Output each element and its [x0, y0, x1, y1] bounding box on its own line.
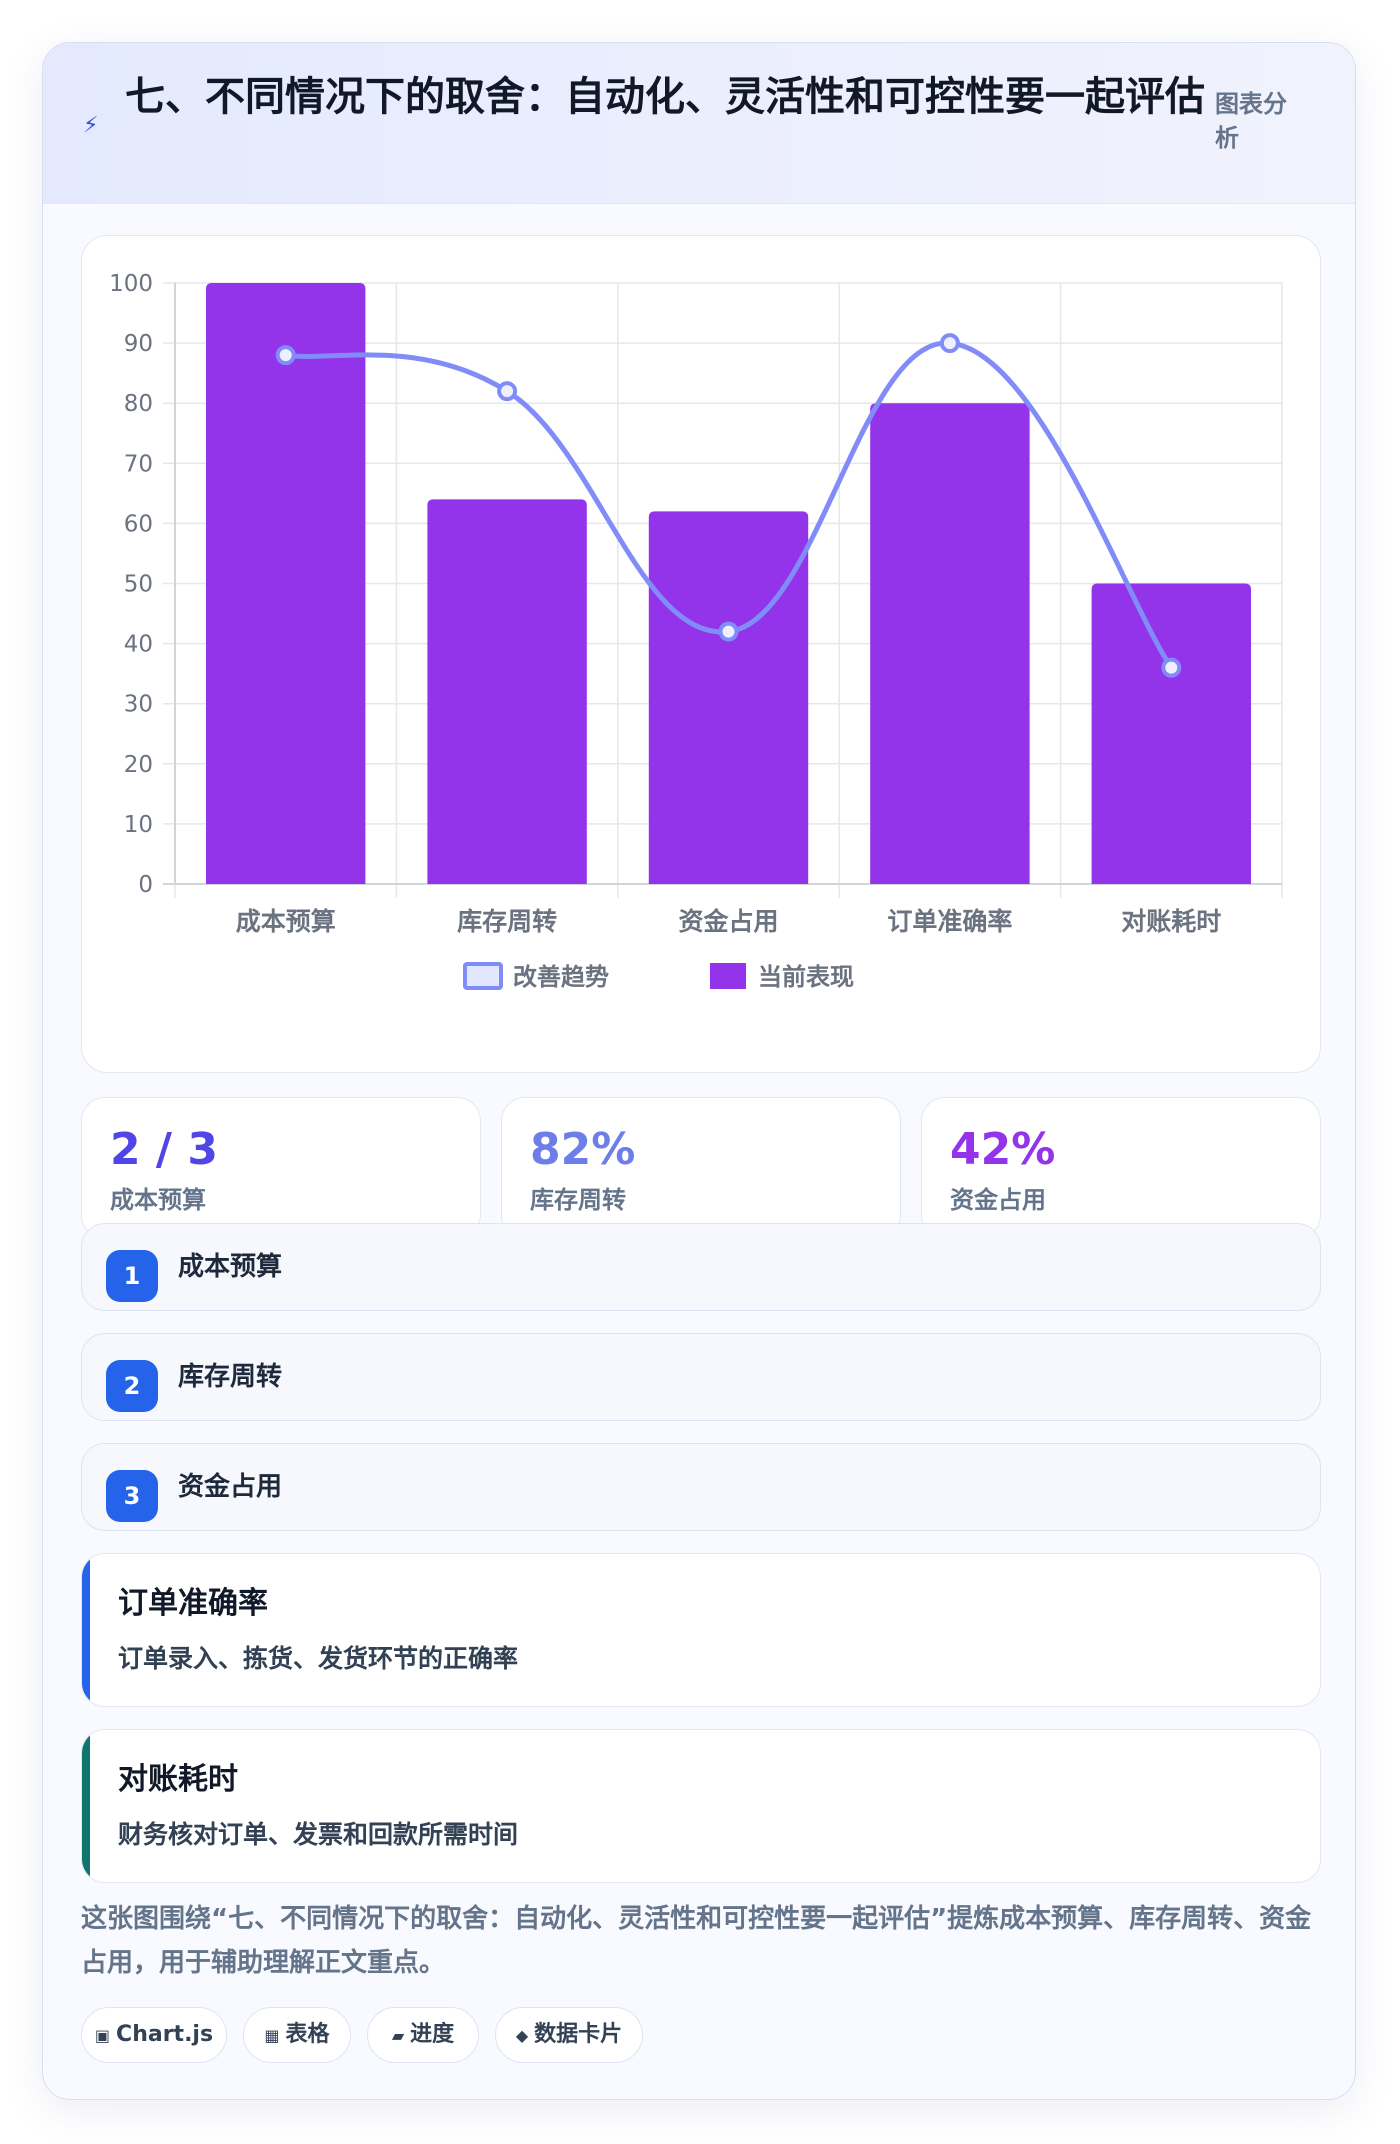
trend-point-4: [939, 333, 960, 354]
table-icon: ▦: [264, 2026, 280, 2045]
trend-line: [285, 340, 1174, 670]
y-tick-label: 100: [109, 271, 153, 297]
stat-card-3: 42% 资金占用: [921, 1097, 1321, 1239]
chip-label: Chart.js: [116, 2022, 214, 2047]
y-tick-label: 0: [138, 872, 153, 898]
legend-swatch-current: [710, 963, 746, 989]
trend-point-2: [497, 381, 518, 402]
card-header: ⚡ 七、不同情况下的取舍：自动化、灵活性和可控性要一起评估 图表分析: [43, 43, 1355, 204]
page-title: 七、不同情况下的取舍：自动化、灵活性和可控性要一起评估: [125, 74, 1205, 120]
note-description: 订单录入、拣货、发货环节的正确率: [118, 1644, 519, 1673]
stat-label: 成本预算: [110, 1186, 206, 1214]
y-tick-label: 60: [124, 511, 153, 537]
note-description: 财务核对订单、发票和回款所需时间: [118, 1820, 519, 1849]
legend-label-trend: 改善趋势: [513, 963, 609, 991]
trend-point-5: [1161, 657, 1182, 678]
chip-chartjs[interactable]: ▣ Chart.js: [81, 2007, 227, 2063]
y-tick-label: 70: [124, 451, 153, 477]
x-tick-label: 库存周转: [457, 907, 557, 936]
bar-3: [648, 511, 809, 884]
note-card-reconciliation: 对账耗时 财务核对订单、发票和回款所需时间: [81, 1729, 1321, 1883]
chip-label: 表格: [285, 2022, 330, 2047]
stat-label: 资金占用: [950, 1186, 1046, 1214]
chip-progress[interactable]: ▰ 进度: [367, 2007, 479, 2063]
progress-icon: ▰: [391, 2026, 405, 2045]
step-item-1: 1 成本预算: [81, 1223, 1321, 1311]
stat-card-2: 82% 库存周转: [501, 1097, 901, 1239]
diamond-icon: ◆: [515, 2026, 529, 2045]
step-number-badge: 2: [106, 1360, 158, 1412]
x-tick-label: 资金占用: [678, 907, 778, 936]
legend-label-current: 当前表现: [758, 963, 854, 991]
chip-data-card[interactable]: ◆ 数据卡片: [495, 2007, 643, 2063]
y-tick-label: 30: [124, 692, 153, 718]
stat-value: 82%: [530, 1124, 636, 1175]
chip-label: 进度: [410, 2022, 455, 2047]
chart-caption: 这张图围绕“七、不同情况下的取舍：自动化、灵活性和可控性要一起评估”提炼成本预算…: [81, 1904, 1312, 1978]
bar-1: [205, 283, 366, 884]
legend-swatch-trend: [463, 962, 503, 990]
stat-value: 2 / 3: [110, 1124, 218, 1175]
accent-bar: [82, 1554, 90, 1706]
chart-analysis-tag: 图表分析: [1215, 90, 1287, 152]
step-item-2: 2 库存周转: [81, 1333, 1321, 1421]
bar-4: [870, 403, 1030, 884]
chip-label: 数据卡片: [534, 2022, 623, 2047]
trend-point-1: [275, 345, 296, 366]
stat-label: 库存周转: [530, 1186, 626, 1214]
x-tick-label: 订单准确率: [887, 907, 1012, 936]
combo-chart: 0 10 20 30 40 50 60 70 80 90 100 成本预算 库存周转 资金占用 订单准确率 对…: [109, 271, 1283, 991]
bar-5: [1091, 583, 1252, 884]
chart-icon: ▣: [94, 2026, 111, 2045]
chip-table[interactable]: ▦ 表格: [243, 2007, 351, 2063]
y-tick-label: 40: [124, 632, 153, 658]
y-tick-label: 80: [124, 391, 153, 417]
note-title: 对账耗时: [118, 1762, 238, 1797]
bolt-icon: ⚡: [83, 113, 99, 138]
y-tick-label: 90: [124, 331, 153, 357]
x-tick-label: 成本预算: [236, 907, 336, 936]
trend-point-3: [718, 621, 739, 642]
step-item-3: 3 资金占用: [81, 1443, 1321, 1531]
y-tick-label: 20: [124, 752, 153, 778]
note-card-order-accuracy: 订单准确率 订单录入、拣货、发货环节的正确率: [81, 1553, 1321, 1707]
stat-card-1: 2 / 3 成本预算: [81, 1097, 481, 1239]
stat-value: 42%: [950, 1124, 1056, 1175]
bar-2: [427, 499, 587, 884]
step-number-badge: 3: [106, 1470, 158, 1522]
chart-container: 0 10 20 30 40 50 60 70 80 90 100 成本预算 库存周转 资金占用 订单准确率 对…: [81, 235, 1321, 1073]
step-label: 资金占用: [178, 1472, 283, 1502]
y-tick-label: 50: [124, 572, 153, 598]
y-tick-label: 10: [124, 812, 153, 838]
step-label: 成本预算: [178, 1252, 283, 1282]
step-number-badge: 1: [106, 1250, 158, 1302]
accent-bar: [82, 1730, 90, 1882]
note-title: 订单准确率: [118, 1586, 268, 1621]
x-tick-label: 对账耗时: [1121, 907, 1221, 936]
article-card: ⚡ 七、不同情况下的取舍：自动化、灵活性和可控性要一起评估 图表分析 0 10 20…: [42, 42, 1356, 2100]
step-label: 库存周转: [178, 1362, 283, 1392]
